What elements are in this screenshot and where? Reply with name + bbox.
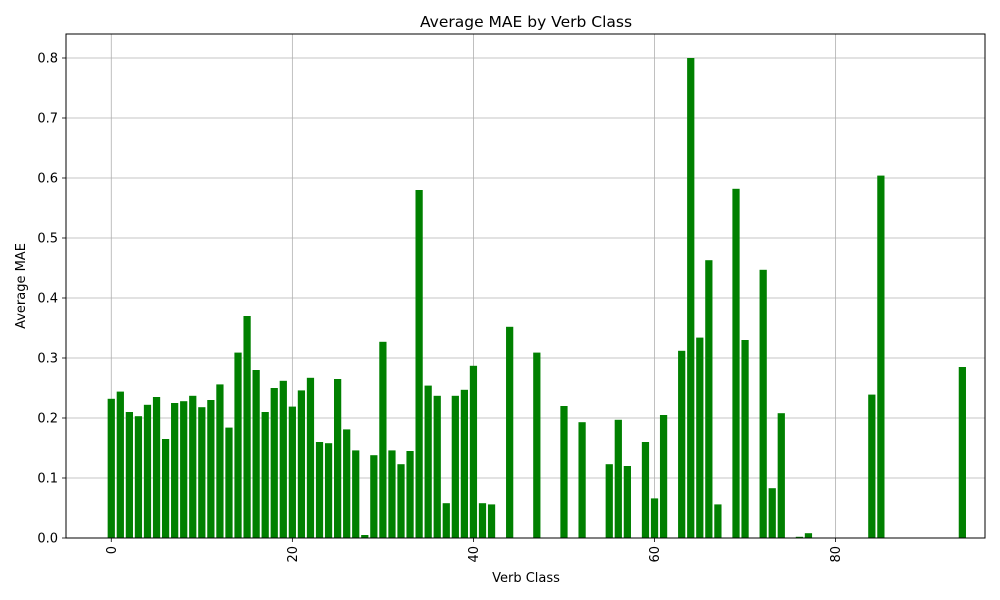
bar [533,352,541,538]
bar [678,350,686,538]
bar [759,269,767,538]
y-tick-label: 0.8 [37,52,58,67]
bar [324,443,333,538]
bar [107,398,115,538]
bar [152,397,161,538]
bar [361,535,369,538]
bar [397,464,405,538]
bar [433,395,441,538]
bar [687,58,695,538]
bar [777,413,785,538]
bar [614,419,622,538]
bar [379,341,387,538]
bar [406,451,414,538]
bar [252,370,260,538]
bar [741,340,749,538]
bar [161,439,170,538]
bar [297,390,306,538]
bar [180,401,188,538]
bar [243,316,251,538]
bar [732,188,740,539]
bar [868,394,876,538]
bar [506,326,514,538]
y-tick-label: 0.1 [37,472,58,487]
y-tick-label: 0.3 [37,352,58,367]
bar [768,488,776,538]
bar [877,175,885,538]
axis-ticks: 0.0 0.1 0.2 0.3 0.4 0.5 0.6 0.7 0.8 0 20 40 60 80 [37,52,844,563]
plot-area-frame [65,33,986,539]
bar [388,450,396,538]
bar [198,407,206,538]
bar [225,427,233,538]
bar [370,455,378,538]
x-tick-label: 0 [105,546,120,554]
y-axis-label: Average MAE [14,243,29,329]
bar [270,388,278,538]
bar [804,533,813,538]
bar [143,404,152,538]
x-tick-label: 40 [467,546,482,563]
bar [469,365,478,538]
bar [424,385,432,538]
bar [207,400,215,538]
y-tick-label: 0.4 [37,292,58,307]
x-tick-label: 80 [829,546,844,563]
bar [415,190,423,538]
bar [343,429,351,538]
bar [696,337,704,538]
bar [189,395,197,538]
bar [641,442,650,538]
bar [795,536,804,538]
y-tick-label: 0.5 [37,232,58,247]
bar [478,503,487,538]
x-axis-label: Verb Class [492,571,560,586]
bar [279,380,287,538]
bar [352,450,360,538]
chart-title: Average MAE by Verb Class [420,13,632,31]
bar [306,377,315,538]
bar [134,416,143,538]
bar [460,389,469,538]
bar [288,406,296,538]
bar [650,498,659,538]
bar [442,503,450,538]
y-tick-label: 0.6 [37,172,58,187]
bar [116,391,124,538]
bar [451,395,459,538]
bar [125,412,134,538]
bar [487,504,496,538]
bar [560,406,568,538]
bar [171,403,179,538]
bar [261,412,269,538]
y-tick-label: 0.0 [37,532,58,547]
y-tick-label: 0.2 [37,412,58,427]
bar [216,384,224,538]
x-tick-label: 20 [286,546,301,563]
bar [705,260,713,538]
bar [334,379,342,538]
bar [605,464,613,538]
x-tick-label: 60 [648,546,663,563]
bar [315,442,324,538]
bar [659,415,668,538]
bar [958,367,966,538]
bar [578,422,586,538]
bars [107,58,966,539]
y-tick-label: 0.7 [37,112,58,127]
bar [234,352,242,538]
bar [623,466,631,538]
bar [714,504,722,538]
